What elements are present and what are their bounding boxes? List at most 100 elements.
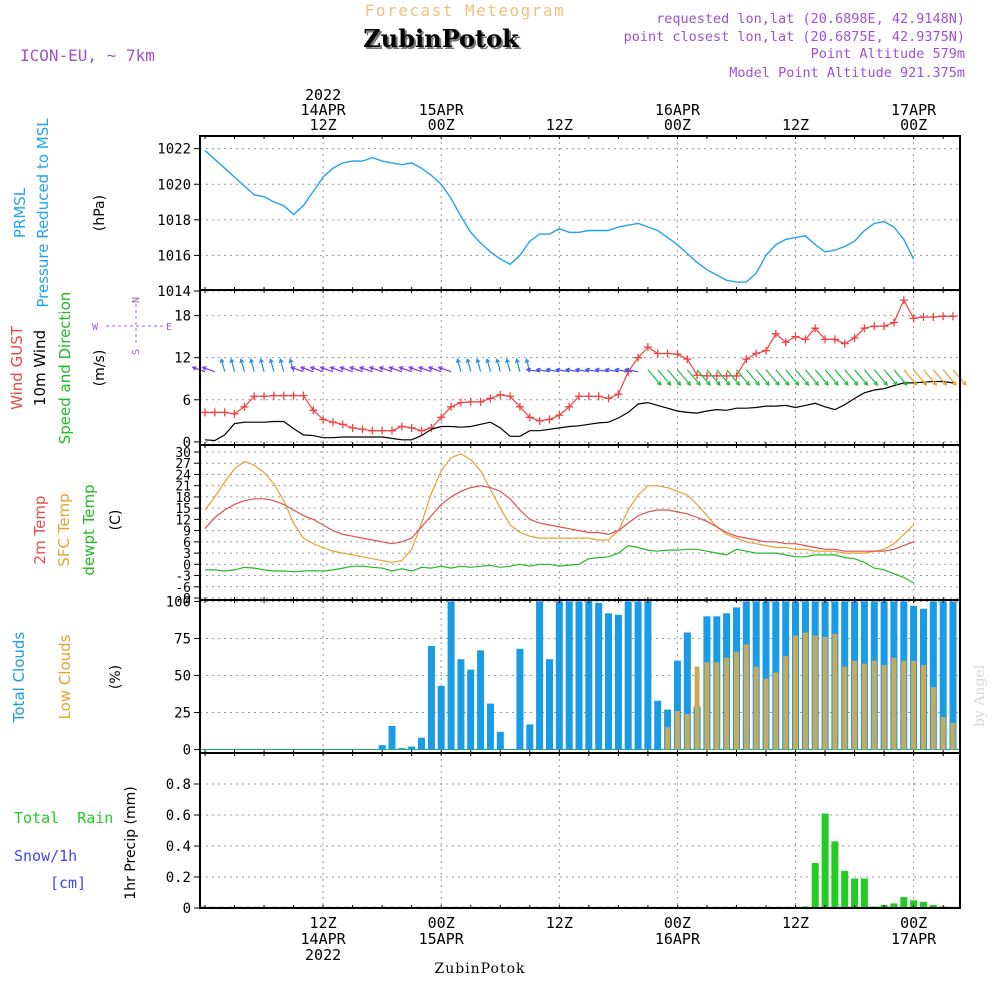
wind-direction-arrow xyxy=(824,369,839,386)
gust-marker xyxy=(673,350,682,359)
gust-marker xyxy=(201,408,209,417)
y-tick-label: 0.4 xyxy=(166,839,191,855)
rain-bar xyxy=(811,863,819,908)
low-cloud-bar xyxy=(704,662,710,750)
low-cloud-bar xyxy=(891,657,897,750)
wind-direction-arrow xyxy=(485,358,491,372)
gust-marker xyxy=(486,394,495,403)
requested-coords: requested lon,lat (20.6898E, 42.9148N) xyxy=(656,11,965,27)
y-tick-label: 24 xyxy=(175,468,191,483)
low-cloud-bar xyxy=(812,635,818,750)
wind-direction-arrow xyxy=(505,358,511,372)
y-tick-label: 0 xyxy=(183,435,191,451)
wind-direction-arrow xyxy=(604,367,619,373)
rain-bar xyxy=(910,900,918,909)
wind-direction-arrow xyxy=(319,366,334,373)
total-cloud-bar xyxy=(565,601,573,750)
gust-marker xyxy=(388,426,396,435)
closest-coords: point closest lon,lat (20.6875E, 42.9375… xyxy=(624,29,965,45)
bottom-time-label: 00Z xyxy=(900,914,927,932)
gust-marker xyxy=(870,322,879,331)
wind-direction-arrow xyxy=(349,366,363,373)
wind-direction-arrow xyxy=(716,369,731,386)
panel-frame xyxy=(199,444,961,601)
total-cloud-bar xyxy=(378,745,386,750)
wind-direction-arrow xyxy=(584,367,599,373)
low-cloud-bar xyxy=(743,644,749,750)
gust-marker xyxy=(515,402,524,411)
low-cloud-bar xyxy=(871,660,877,750)
wind-direction-arrow xyxy=(388,366,403,373)
gust-marker xyxy=(821,335,830,344)
gust-marker xyxy=(506,392,515,401)
gust-marker xyxy=(378,426,387,435)
wind-direction-arrow xyxy=(854,369,869,386)
total-cloud-bar xyxy=(555,601,563,750)
y-tick-label: 0.8 xyxy=(166,777,191,793)
wind-direction-arrow xyxy=(555,367,570,373)
y-tick-label: 0 xyxy=(183,558,191,573)
gust-marker xyxy=(368,426,377,435)
gust-marker xyxy=(535,416,544,425)
total-cloud-bar xyxy=(634,601,642,750)
gust-marker xyxy=(643,343,652,352)
wind-direction-arrow xyxy=(657,369,672,386)
total-cloud-bar xyxy=(605,613,612,750)
wind-direction-arrow xyxy=(535,367,550,373)
wind-label-direction: Speed and Direction xyxy=(56,292,74,445)
gust-marker xyxy=(880,322,889,331)
wind-speed-line xyxy=(204,380,954,442)
total-cloud-bar xyxy=(418,737,425,750)
wind-direction-arrow xyxy=(358,366,373,373)
rain-bar xyxy=(890,903,898,908)
gust-marker xyxy=(781,338,790,347)
compass-rose: N S W E xyxy=(92,297,172,355)
wind-direction-arrow xyxy=(624,367,639,373)
y-tick-label: 25 xyxy=(174,706,191,722)
wind-direction-arrow xyxy=(785,369,800,386)
total-cloud-bar xyxy=(486,703,494,750)
gust-marker xyxy=(279,391,288,400)
model-name: ICON-EU, ~ 7km xyxy=(20,46,155,65)
total-cloud-bar xyxy=(408,746,416,750)
panel-frame xyxy=(199,289,961,446)
wind-direction-arrow xyxy=(269,358,275,372)
wind-direction-arrow xyxy=(574,367,589,373)
bottom-time-label: 15APR xyxy=(419,930,465,948)
grid-layer xyxy=(200,136,960,909)
y-tick-label: -9 xyxy=(175,592,191,607)
wind-direction-arrow xyxy=(278,358,285,372)
wind-direction-arrow xyxy=(893,369,908,386)
tick-layer: 10141016101810201022061218-9-6-303691215… xyxy=(157,86,944,964)
wind-direction-arrow xyxy=(339,366,353,373)
wind-direction-arrow xyxy=(726,369,741,386)
wind-direction-arrow xyxy=(465,358,472,372)
y-tick-label: 12 xyxy=(174,351,191,367)
total-cloud-bar xyxy=(516,648,524,750)
wind-direction-arrow xyxy=(475,358,482,372)
wind-direction-arrow xyxy=(219,358,226,372)
y-tick-label: 100 xyxy=(166,594,191,610)
gust-marker xyxy=(545,415,554,424)
rain-bar xyxy=(841,870,849,908)
text-layer: Forecast Meteogram ZubinPotok ZubinPotok… xyxy=(8,1,988,977)
low-cloud-bar xyxy=(684,714,690,750)
low-cloud-bar xyxy=(793,635,798,750)
gust-marker xyxy=(397,422,406,431)
gust-marker xyxy=(693,371,702,380)
pressure-label-msl: Pressure Reduced to MSL xyxy=(34,118,52,308)
panel-frame xyxy=(199,752,961,909)
wind-direction-arrow xyxy=(201,366,216,373)
compass-s: S xyxy=(131,349,142,355)
gust-marker xyxy=(299,391,308,400)
wind-direction-arrow xyxy=(844,369,859,386)
wind-direction-arrow xyxy=(309,366,324,373)
gust-marker xyxy=(752,349,761,358)
gust-marker xyxy=(260,392,269,401)
wind-direction-arrow xyxy=(923,369,938,386)
low-cloud-bar xyxy=(861,663,867,750)
y-tick-label: -3 xyxy=(175,570,191,585)
gust-marker xyxy=(791,332,800,341)
station-title: ZubinPotok xyxy=(365,26,522,55)
